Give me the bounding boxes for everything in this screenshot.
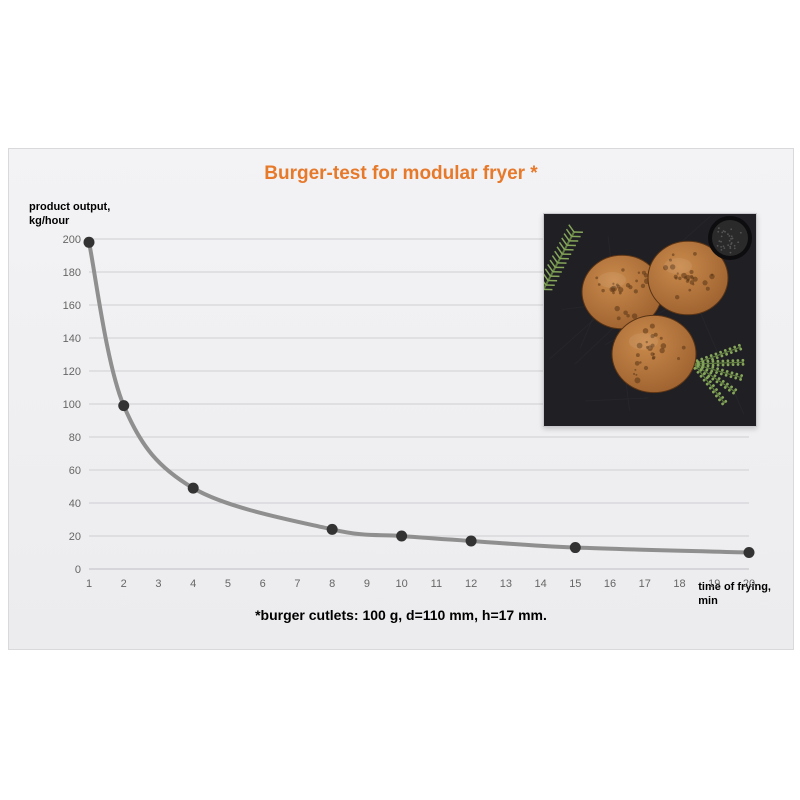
svg-text:160: 160 — [63, 300, 81, 312]
page-root: Burger-test for modular fryer * product … — [0, 0, 800, 800]
svg-text:140: 140 — [63, 333, 81, 345]
svg-text:40: 40 — [69, 498, 81, 510]
svg-text:20: 20 — [743, 578, 755, 590]
burger-cutlets-photo — [543, 213, 757, 427]
svg-text:14: 14 — [534, 578, 546, 590]
svg-text:60: 60 — [69, 465, 81, 477]
svg-text:4: 4 — [190, 578, 196, 590]
svg-text:13: 13 — [500, 578, 512, 590]
svg-text:3: 3 — [155, 578, 161, 590]
svg-text:20: 20 — [69, 531, 81, 543]
svg-text:2: 2 — [121, 578, 127, 590]
svg-text:5: 5 — [225, 578, 231, 590]
svg-text:9: 9 — [364, 578, 370, 590]
svg-text:1: 1 — [86, 578, 92, 590]
svg-text:10: 10 — [396, 578, 408, 590]
burger-photo-svg — [544, 214, 756, 426]
svg-text:7: 7 — [294, 578, 300, 590]
svg-text:200: 200 — [63, 234, 81, 246]
svg-text:8: 8 — [329, 578, 335, 590]
svg-text:180: 180 — [63, 267, 81, 279]
svg-text:17: 17 — [639, 578, 651, 590]
svg-text:0: 0 — [75, 564, 81, 576]
svg-text:120: 120 — [63, 366, 81, 378]
chart-panel: Burger-test for modular fryer * product … — [8, 148, 794, 650]
svg-text:100: 100 — [63, 399, 81, 411]
svg-text:11: 11 — [431, 578, 442, 590]
svg-text:15: 15 — [569, 578, 581, 590]
svg-text:19: 19 — [708, 578, 720, 590]
svg-text:80: 80 — [69, 432, 81, 444]
svg-text:16: 16 — [604, 578, 616, 590]
svg-text:18: 18 — [673, 578, 685, 590]
svg-text:12: 12 — [465, 578, 477, 590]
svg-text:6: 6 — [260, 578, 266, 590]
